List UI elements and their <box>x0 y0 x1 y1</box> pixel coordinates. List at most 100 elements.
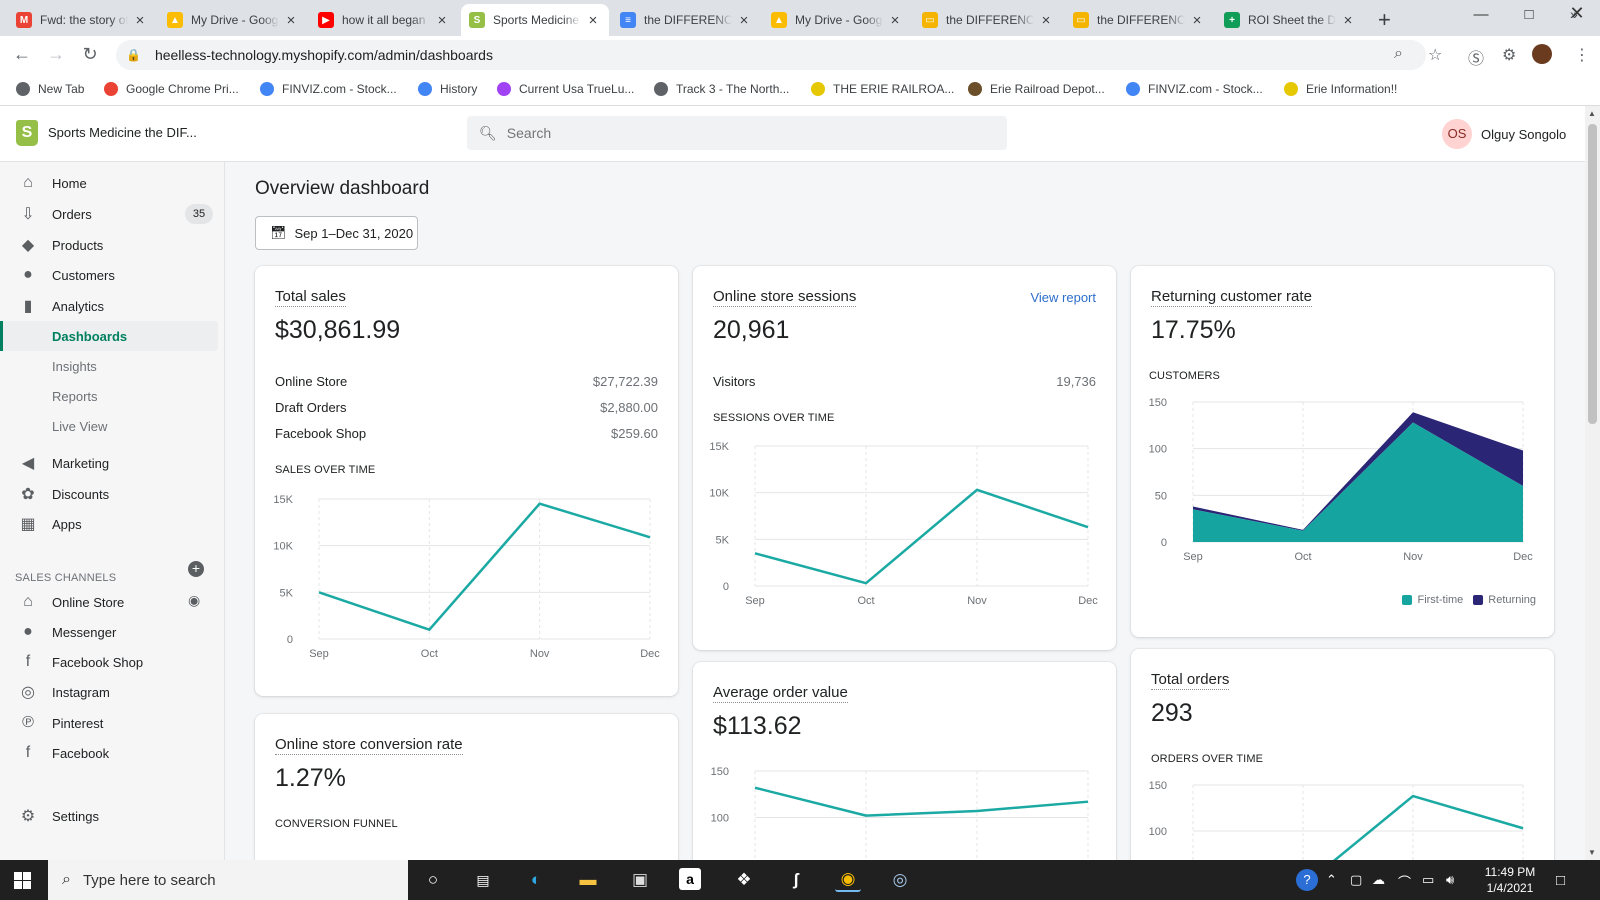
user-name[interactable]: Olguy Songolo <box>1481 127 1567 142</box>
forward-icon[interactable]: → <box>47 44 65 64</box>
vertical-scrollbar[interactable]: ▲ ▼ <box>1585 106 1600 860</box>
browser-tab[interactable]: M Fwd: the story of × <box>8 4 156 36</box>
sessions-title[interactable]: Online store sessions <box>713 288 857 307</box>
browser-tab[interactable]: ▶ how it all began × <box>310 4 458 36</box>
taskbar-search[interactable]: ⌕ Type here to search <box>48 860 408 900</box>
browser-tab[interactable]: S Sports Medicine × <box>461 4 609 36</box>
sidebar-item-products[interactable]: ◆ Products <box>0 230 225 260</box>
browser-tab[interactable]: + ROI Sheet the D × <box>1216 4 1364 36</box>
sidebar-item-apps[interactable]: ▦ Apps <box>0 509 225 539</box>
sidebar-channel-instagram[interactable]: ◎ Instagram <box>0 677 225 707</box>
chrome-menu-icon[interactable]: ⋮ <box>1574 47 1590 64</box>
browser-tab[interactable]: ▲ My Drive - Goog × <box>159 4 307 36</box>
sidebar-channel-messenger[interactable]: ● Messenger <box>0 617 225 647</box>
view-report-link[interactable]: View report <box>1030 290 1096 305</box>
user-avatar[interactable]: OS <box>1442 119 1472 149</box>
meet-now-icon[interactable]: ▢ <box>1350 872 1363 887</box>
address-bar[interactable]: 🔒 heelless-technology.myshopify.com/admi… <box>116 40 1426 70</box>
bookmark-item[interactable]: History <box>418 82 477 96</box>
tab-close-icon[interactable]: × <box>286 11 296 29</box>
minimize-icon[interactable]: — <box>1473 6 1489 23</box>
reload-icon[interactable]: ↻ <box>82 44 98 64</box>
bookmark-item[interactable]: Track 3 - The North... <box>654 82 789 96</box>
tab-close-icon[interactable]: × <box>739 11 749 29</box>
sidebar-item-orders[interactable]: ⇩ Orders 35 <box>0 199 225 229</box>
cortana-icon[interactable]: ○ <box>427 870 439 889</box>
onedrive-icon[interactable]: ☁ <box>1372 872 1385 887</box>
volume-icon[interactable]: 🔊︎ <box>1446 872 1455 887</box>
sidebar-subitem-insights[interactable]: Insights <box>0 351 225 381</box>
total-orders-title[interactable]: Total orders <box>1151 671 1230 690</box>
sidebar-channel-facebook[interactable]: f Facebook <box>0 738 225 768</box>
store-name[interactable]: Sports Medicine the DIF... <box>48 125 197 140</box>
notifications-icon[interactable]: □ <box>1556 872 1566 889</box>
chrome-taskbar-icon[interactable]: ◉ <box>835 868 861 892</box>
steam-icon[interactable]: ◎ <box>892 870 908 889</box>
maximize-icon[interactable]: □ <box>1524 6 1534 23</box>
bookmark-item[interactable]: Erie Information!! <box>1284 82 1397 96</box>
edge-icon[interactable]: ◐ <box>530 870 542 889</box>
bookmark-star-icon[interactable]: ☆ <box>1428 47 1443 64</box>
zoom-icon[interactable]: ⌕ <box>1394 45 1403 62</box>
file-explorer-icon[interactable]: ▬ <box>579 870 597 889</box>
sidebar-item-home[interactable]: ⌂ Home <box>0 168 225 198</box>
profile-avatar-icon[interactable] <box>1532 44 1552 64</box>
sidebar-item-analytics[interactable]: ▮ Analytics <box>0 291 225 321</box>
browser-tab[interactable]: ▭ the DIFFERENCE × <box>1065 4 1213 36</box>
back-icon[interactable]: ← <box>13 44 31 64</box>
tab-close-icon[interactable]: × <box>1343 11 1353 29</box>
scroll-up-arrow-icon[interactable]: ▲ <box>1588 109 1596 118</box>
sidebar-item-marketing[interactable]: ◀ Marketing <box>0 448 225 478</box>
tab-close-icon[interactable]: × <box>437 11 447 29</box>
system-clock[interactable]: 11:49 PM 1/4/2021 <box>1478 864 1542 896</box>
scrollbar-thumb[interactable] <box>1588 124 1597 424</box>
bookmark-item[interactable]: Erie Railroad Depot... <box>968 82 1105 96</box>
sidebar-item-discounts[interactable]: ✿ Discounts <box>0 479 225 509</box>
tab-close-icon[interactable]: × <box>588 11 598 29</box>
wifi-icon[interactable]: ⌒ <box>1398 875 1412 890</box>
more-bookmarks-icon[interactable]: » <box>1570 6 1578 22</box>
task-view-icon[interactable]: ▤ <box>476 871 490 888</box>
windows-start-icon[interactable] <box>14 872 31 889</box>
help-tray-icon[interactable]: ? <box>1296 869 1318 891</box>
bookmark-item[interactable]: THE ERIE RAILROA... <box>811 82 954 96</box>
browser-tab[interactable]: ▲ My Drive - Goog × <box>763 4 911 36</box>
sidebar-subitem-live-view[interactable]: Live View <box>0 411 225 441</box>
battery-icon[interactable]: ▭ <box>1422 872 1435 887</box>
sidebar-channel-facebook-shop[interactable]: f Facebook Shop <box>0 647 225 677</box>
bookmark-item[interactable]: FINVIZ.com - Stock... <box>1126 82 1263 96</box>
sidebar-item-customers[interactable]: ● Customers <box>0 260 225 290</box>
admin-search[interactable]: 🔍︎ <box>467 116 1007 150</box>
sidebar-subitem-reports[interactable]: Reports <box>0 381 225 411</box>
dropbox-icon[interactable]: ❖ <box>736 870 752 889</box>
bookmark-item[interactable]: FINVIZ.com - Stock... <box>260 82 397 96</box>
store-bag-icon[interactable]: ▣ <box>631 870 649 889</box>
bookmark-item[interactable]: New Tab <box>16 82 84 96</box>
close-window-icon[interactable]: ✕ <box>1569 3 1585 23</box>
shopify-logo-icon[interactable]: S <box>16 120 38 146</box>
show-hidden-icons[interactable]: ⌃ <box>1326 872 1337 887</box>
app-s-icon[interactable]: ʃ <box>793 870 799 889</box>
sidebar-item-settings[interactable]: ⚙ Settings <box>0 801 225 831</box>
browser-tab[interactable]: ≡ the DIFFERENCE × <box>612 4 760 36</box>
tab-close-icon[interactable]: × <box>1041 11 1051 29</box>
new-tab-button[interactable]: + <box>1378 7 1391 32</box>
aov-title[interactable]: Average order value <box>713 684 848 703</box>
skype-icon[interactable]: Ⓢ <box>1468 51 1485 68</box>
tab-close-icon[interactable]: × <box>135 11 145 29</box>
tab-close-icon[interactable]: × <box>890 11 900 29</box>
total-sales-title[interactable]: Total sales <box>275 288 346 307</box>
url-text[interactable]: heelless-technology.myshopify.com/admin/… <box>154 47 493 63</box>
add-sales-channel-icon[interactable]: + <box>188 561 204 577</box>
extensions-icon[interactable]: ⚙ <box>1502 47 1517 64</box>
sidebar-subitem-dashboards[interactable]: Dashboards <box>0 321 218 351</box>
sidebar-channel-online-store[interactable]: ⌂ Online Store <box>0 587 225 617</box>
sidebar-channel-pinterest[interactable]: ℗ Pinterest <box>0 708 225 738</box>
bookmark-item[interactable]: Google Chrome Pri... <box>104 82 239 96</box>
bookmark-item[interactable]: Current Usa TrueLu... <box>497 82 634 96</box>
search-input[interactable] <box>506 125 987 141</box>
scroll-down-arrow-icon[interactable]: ▼ <box>1588 848 1596 857</box>
conversion-title[interactable]: Online store conversion rate <box>275 736 463 755</box>
amazon-icon[interactable]: a <box>679 868 701 890</box>
tab-close-icon[interactable]: × <box>1192 11 1202 29</box>
